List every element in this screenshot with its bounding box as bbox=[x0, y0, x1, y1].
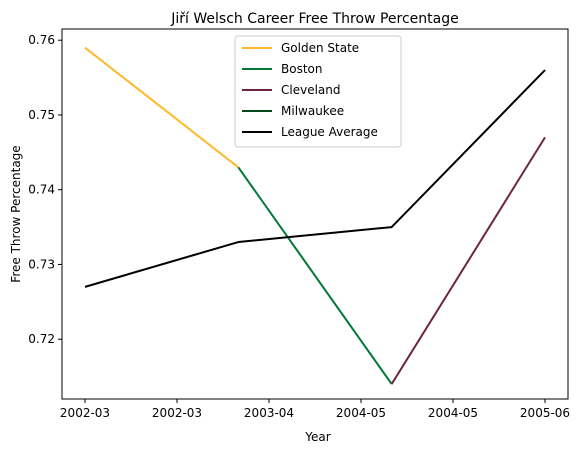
y-axis-label: Free Throw Percentage bbox=[9, 145, 23, 282]
legend-label-cleveland: Cleveland bbox=[281, 83, 341, 97]
x-tick-label: 2004-05 bbox=[428, 406, 478, 420]
x-axis-label: Year bbox=[304, 430, 330, 444]
legend: Golden State Boston Cleveland Milwaukee Leag… bbox=[235, 36, 401, 147]
x-tick-label: 2005-06 bbox=[520, 406, 570, 420]
y-tick-label: 0.72 bbox=[28, 332, 55, 346]
legend-label-golden-state: Golden State bbox=[281, 41, 359, 55]
legend-label-league-average: League Average bbox=[281, 125, 378, 139]
y-tick-label: 0.74 bbox=[28, 183, 55, 197]
y-axis: 0.72 0.73 0.74 0.75 0.76 bbox=[28, 33, 62, 346]
chart-title: Jiří Welsch Career Free Throw Percentage bbox=[170, 11, 458, 27]
y-tick-label: 0.73 bbox=[28, 257, 55, 271]
x-tick-label: 2004-05 bbox=[336, 406, 386, 420]
legend-label-boston: Boston bbox=[281, 62, 322, 76]
y-tick-label: 0.75 bbox=[28, 108, 55, 122]
x-tick-label: 2002-03 bbox=[60, 406, 110, 420]
series-line-boston bbox=[238, 167, 391, 384]
x-tick-label: 2003-04 bbox=[244, 406, 294, 420]
x-tick-label: 2002-03 bbox=[152, 406, 202, 420]
y-tick-label: 0.76 bbox=[28, 33, 55, 47]
series-line-golden-state bbox=[85, 48, 238, 168]
series-line-cleveland bbox=[392, 137, 545, 384]
x-axis: 2002-03 2002-03 2003-04 2004-05 2004-05 2005-… bbox=[60, 399, 570, 420]
legend-label-milwaukee: Milwaukee bbox=[281, 104, 344, 118]
